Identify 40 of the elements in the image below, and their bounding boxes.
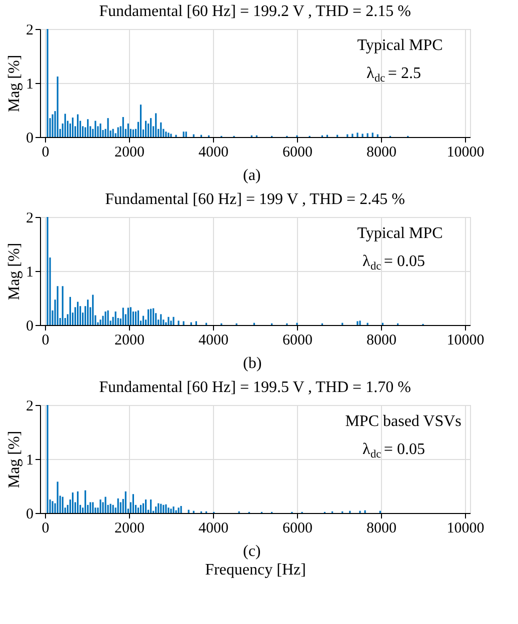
x-tick-label: 6000 — [282, 332, 312, 348]
y-tick-label: 2 — [26, 22, 34, 38]
chart-title: Fundamental [60 Hz] = 199.2 V , THD = 2.15 % — [99, 3, 411, 20]
x-tick-label: 4000 — [198, 520, 228, 536]
annotation: MPC based VSVs — [345, 413, 462, 430]
x-tick-label: 2000 — [114, 520, 144, 536]
y-axis-title: Mag [%] — [6, 54, 23, 112]
x-tick-label: 8000 — [366, 144, 396, 160]
y-tick-label: 2 — [26, 398, 34, 414]
x-tick-label: 0 — [42, 144, 50, 160]
text: (b) — [243, 355, 262, 372]
x-tick-label: 2000 — [114, 332, 144, 348]
chart-title: Fundamental [60 Hz] = 199 V , THD = 2.45 % — [105, 191, 405, 208]
x-tick-label: 0 — [42, 332, 50, 348]
x-tick-label: 8000 — [366, 520, 396, 536]
x-tick-label: 4000 — [198, 144, 228, 160]
y-axis-title: Mag [%] — [6, 242, 23, 300]
x-tick-label: 4000 — [198, 332, 228, 348]
x-tick-label: 10000 — [446, 520, 484, 536]
x-axis-title: Frequency [Hz] — [205, 562, 306, 578]
y-tick-label: 0 — [26, 130, 34, 146]
x-tick-label: 0 — [42, 520, 50, 536]
x-tick-label: 2000 — [114, 144, 144, 160]
annotation: Typical MPC — [357, 225, 443, 242]
y-tick-label: 1 — [26, 76, 34, 92]
text: (a) — [243, 167, 261, 184]
y-tick-label: 0 — [26, 318, 34, 334]
annotation: Typical MPC — [357, 37, 443, 54]
chart-title: Fundamental [60 Hz] = 199.5 V , THD = 1.70 % — [99, 379, 411, 396]
text: (c) — [243, 543, 261, 560]
y-tick-label: 1 — [26, 452, 34, 468]
x-tick-label: 10000 — [446, 332, 484, 348]
y-tick-label: 1 — [26, 264, 34, 280]
y-tick-label: 0 — [26, 506, 34, 522]
y-tick-label: 2 — [26, 210, 34, 226]
x-tick-label: 6000 — [282, 144, 312, 160]
x-tick-label: 8000 — [366, 332, 396, 348]
y-axis-title: Mag [%] — [6, 430, 23, 488]
x-tick-label: 10000 — [446, 144, 484, 160]
x-tick-label: 6000 — [282, 520, 312, 536]
